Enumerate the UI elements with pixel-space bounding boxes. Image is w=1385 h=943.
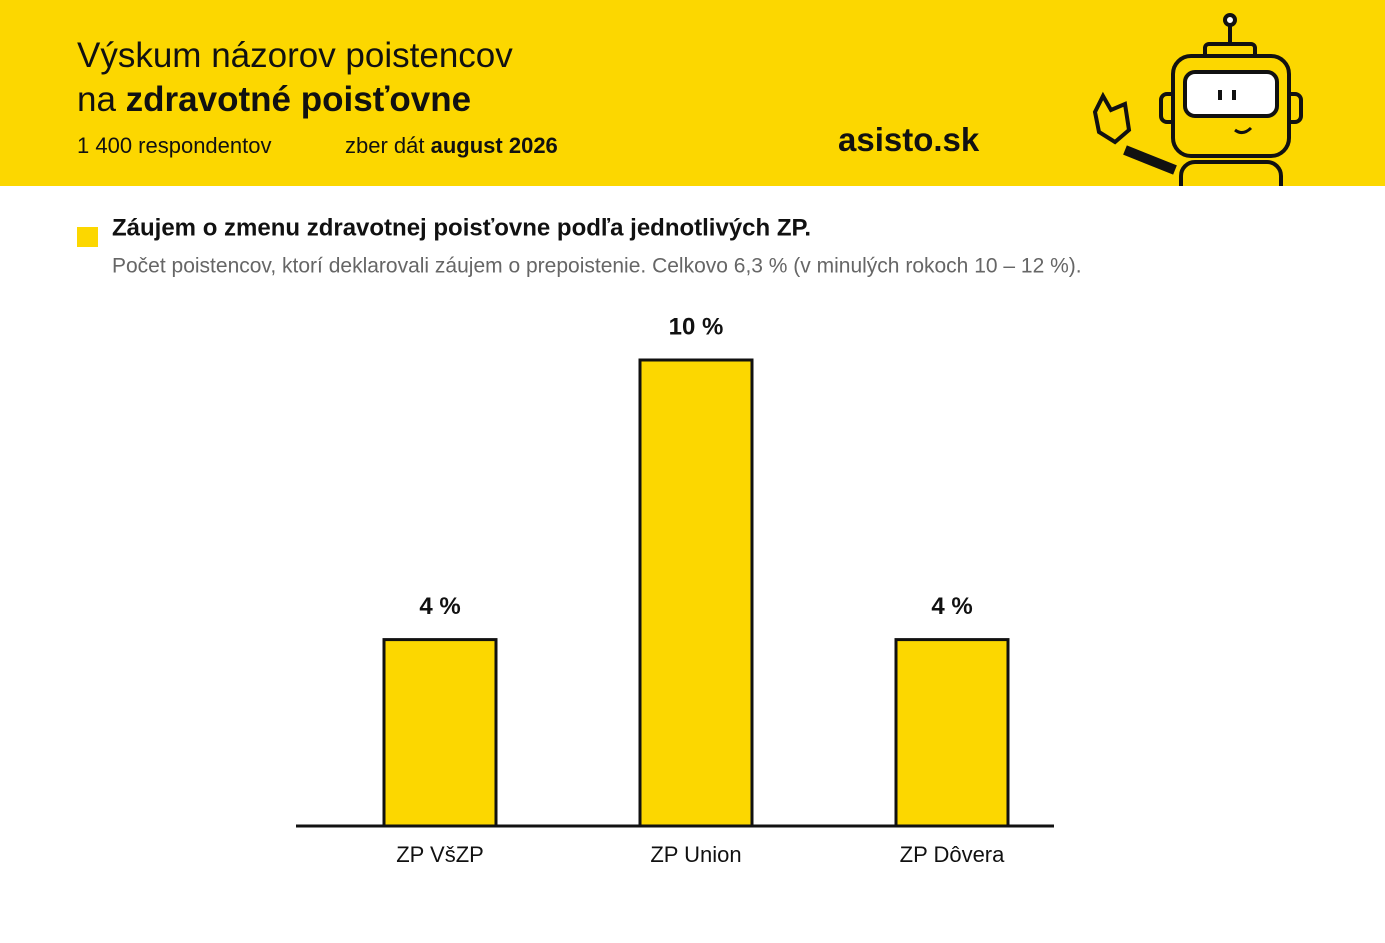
value-label: 4 % xyxy=(931,593,972,620)
bar xyxy=(894,638,1010,828)
bar xyxy=(382,638,498,828)
chart: Záujem o zmenu zdravotnej poisťovne podľ… xyxy=(77,214,1082,867)
value-label: 4 % xyxy=(419,593,460,620)
brand: asisto.sk xyxy=(838,121,980,158)
respondents: 1 400 respondentov xyxy=(77,133,272,158)
robot xyxy=(1092,13,1303,186)
title-line: Výskum názorov poistencov xyxy=(77,36,513,76)
title: Výskum názorov poistencov xyxy=(77,36,513,75)
value-label: 10 % xyxy=(669,313,724,340)
collection: zber dát august 2026 xyxy=(345,133,558,159)
x-tick-label: ZP Union xyxy=(650,842,741,867)
title-line: na zdravotné poisťovne xyxy=(77,80,471,120)
bar xyxy=(638,358,754,828)
title-prefix: na xyxy=(77,80,116,119)
header: Výskum názorov poistencov na zdravotné p… xyxy=(0,0,1385,186)
x-tick-label: ZP VšZP xyxy=(396,842,484,867)
collection-date: august 2026 xyxy=(430,133,558,158)
title-marker xyxy=(77,227,98,247)
x-tick-label: ZP Dôvera xyxy=(900,842,1006,867)
title-bold: zdravotné poisťovne xyxy=(125,80,472,119)
chart-title: Záujem o zmenu zdravotnej poisťovne podľ… xyxy=(112,214,811,241)
collection-label: zber dát xyxy=(345,133,425,158)
chart-subtitle: Počet poistencov, ktorí deklarovali záuj… xyxy=(112,255,1082,278)
